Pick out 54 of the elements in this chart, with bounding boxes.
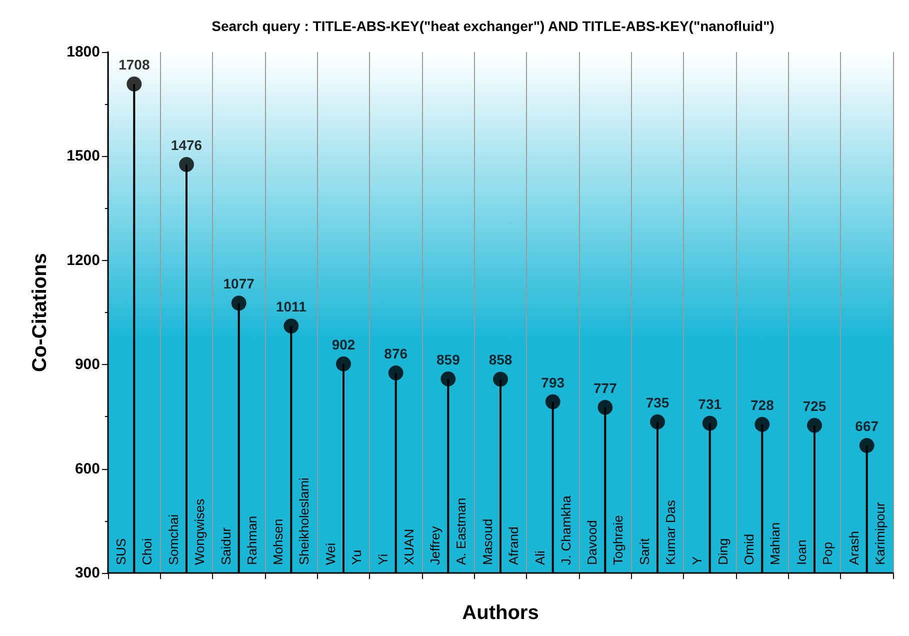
point (702, 416, 718, 431)
point (231, 296, 246, 311)
point (336, 356, 351, 372)
y-tick-label: 1200 (66, 252, 100, 269)
y-tick-label: 600 (74, 460, 100, 478)
y-axis-title: Co-Citations (29, 253, 51, 372)
point (440, 371, 456, 386)
point (545, 394, 560, 410)
point (284, 318, 299, 334)
point (179, 157, 194, 172)
x-tick-label: Yi XUAN (375, 528, 416, 565)
data-label: 1011 (276, 298, 307, 315)
x-tick-label: Wei Yu (323, 542, 364, 565)
data-label: 1476 (170, 137, 202, 154)
data-label: 793 (541, 374, 565, 390)
x-tick-label: Arash Karimipour (846, 501, 888, 565)
data-label: 876 (384, 345, 408, 362)
point (650, 414, 665, 430)
x-tick-label: Ioan Pop (794, 540, 835, 565)
x-tick-label: Mohsen Sheikholeslami (270, 477, 312, 565)
data-label: 858 (488, 352, 512, 368)
point (598, 400, 613, 415)
y-tick-label: 900 (74, 356, 100, 374)
point (807, 418, 822, 433)
y-tick-label: 300 (74, 564, 100, 582)
x-tick-label: Davood Toghraie (584, 515, 626, 565)
x-tick-label: Sarit Kumar Das (637, 499, 678, 565)
data-label: 1708 (118, 56, 150, 72)
data-label: 731 (698, 396, 722, 412)
x-tick-label: SUS Choi (114, 538, 155, 565)
y-tick-label: 1500 (66, 148, 100, 165)
data-label: 777 (593, 380, 618, 396)
x-tick-label: Masoud Afrand (480, 518, 521, 565)
x-tick-label: Y Ding (689, 538, 730, 565)
point (388, 365, 404, 380)
data-label: 859 (436, 351, 460, 368)
x-tick-label: Somchai Wongwises (166, 498, 207, 565)
chart-title: Search query : TITLE-ABS-KEY("heat exchanger") AND TITLE-ABS-KEY("nanofluid") (212, 18, 774, 34)
x-axis-title: Authors (462, 602, 539, 624)
point (126, 76, 142, 92)
x-tick-label: Jeffrey A. Eastman (428, 498, 469, 565)
y-tick-label: 1800 (66, 44, 100, 60)
data-label: 735 (646, 394, 670, 410)
data-label: 725 (802, 398, 826, 414)
point (493, 372, 508, 387)
point (754, 416, 770, 432)
x-tick-label: Omid Mahian (742, 522, 783, 565)
data-label: 902 (332, 336, 356, 352)
data-label: 728 (750, 396, 774, 413)
data-label: 667 (855, 418, 879, 434)
x-tick-label: Ali J. Chamkha (532, 494, 574, 565)
point (859, 438, 874, 454)
x-tick-label: Saidur Rahman (218, 516, 260, 565)
data-label: 1077 (223, 276, 255, 292)
